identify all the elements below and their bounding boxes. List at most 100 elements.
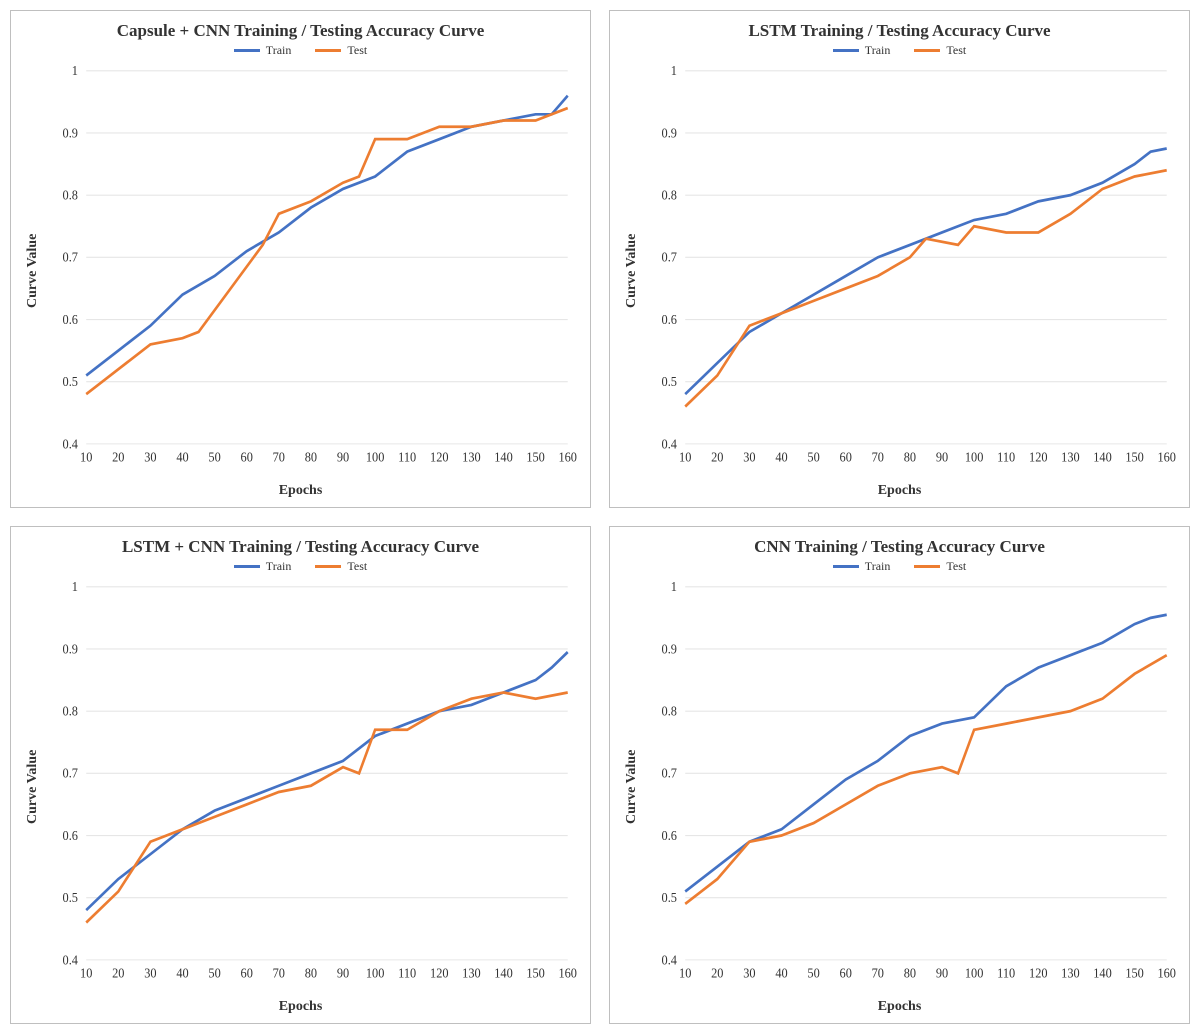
legend-item-train: Train xyxy=(234,559,292,574)
plot-svg: 0.40.50.60.70.80.91102030405060708090100… xyxy=(43,62,578,479)
legend-label-test: Test xyxy=(946,43,966,58)
y-tick-label: 0.9 xyxy=(662,126,677,140)
y-tick-label: 0.7 xyxy=(662,250,677,264)
x-tick-label: 80 xyxy=(904,966,916,980)
x-tick-label: 10 xyxy=(679,966,691,980)
y-tick-label: 0.4 xyxy=(662,437,678,451)
x-tick-label: 160 xyxy=(558,966,576,980)
legend-label-train: Train xyxy=(266,559,292,574)
legend-swatch-test xyxy=(315,49,341,52)
x-tick-label: 30 xyxy=(144,450,156,464)
legend-item-test: Test xyxy=(315,559,367,574)
x-tick-label: 150 xyxy=(526,450,544,464)
y-tick-label: 0.8 xyxy=(63,704,78,718)
legend-label-test: Test xyxy=(347,559,367,574)
plot-svg: 0.40.50.60.70.80.91102030405060708090100… xyxy=(642,578,1177,995)
legend-swatch-train xyxy=(833,49,859,52)
x-tick-label: 90 xyxy=(936,450,948,464)
x-tick-label: 100 xyxy=(965,966,983,980)
series-line-train xyxy=(86,96,568,376)
x-tick-label: 40 xyxy=(176,966,188,980)
x-tick-label: 160 xyxy=(1157,450,1175,464)
y-tick-label: 1 xyxy=(671,580,677,594)
legend-label-train: Train xyxy=(865,43,891,58)
x-tick-label: 80 xyxy=(305,450,317,464)
x-tick-label: 80 xyxy=(305,966,317,980)
y-tick-label: 0.7 xyxy=(63,250,78,264)
x-tick-label: 30 xyxy=(144,966,156,980)
chart-panel-capsule-cnn: Capsule + CNN Training / Testing Accurac… xyxy=(10,10,591,508)
chart-legend: Train Test xyxy=(614,43,1185,58)
legend-item-test: Test xyxy=(914,559,966,574)
plot-wrap: Curve Value0.40.50.60.70.80.911020304050… xyxy=(23,62,578,479)
plot-wrap: Curve Value0.40.50.60.70.80.911020304050… xyxy=(622,62,1177,479)
x-tick-label: 130 xyxy=(1061,966,1079,980)
y-tick-label: 0.5 xyxy=(63,375,78,389)
chart-title: LSTM Training / Testing Accuracy Curve xyxy=(614,21,1185,41)
chart-legend: Train Test xyxy=(15,559,586,574)
x-tick-label: 120 xyxy=(430,450,448,464)
legend-label-test: Test xyxy=(946,559,966,574)
x-tick-label: 60 xyxy=(241,450,253,464)
legend-item-train: Train xyxy=(234,43,292,58)
y-tick-label: 0.6 xyxy=(662,829,677,843)
y-axis-label: Curve Value xyxy=(622,62,642,479)
x-tick-label: 10 xyxy=(80,966,92,980)
x-tick-label: 110 xyxy=(398,450,416,464)
x-tick-label: 50 xyxy=(807,450,819,464)
x-tick-label: 100 xyxy=(965,450,983,464)
chart-title: LSTM + CNN Training / Testing Accuracy C… xyxy=(15,537,586,557)
chart-panel-lstm-cnn: LSTM + CNN Training / Testing Accuracy C… xyxy=(10,526,591,1024)
x-tick-label: 90 xyxy=(936,966,948,980)
x-tick-label: 20 xyxy=(112,966,124,980)
chart-panel-cnn: CNN Training / Testing Accuracy CurveTra… xyxy=(609,526,1190,1024)
legend-swatch-test xyxy=(914,565,940,568)
plot-area: 0.40.50.60.70.80.91102030405060708090100… xyxy=(642,578,1177,995)
series-line-train xyxy=(685,149,1167,395)
x-tick-label: 160 xyxy=(1157,966,1175,980)
x-tick-label: 160 xyxy=(558,450,576,464)
plot-area: 0.40.50.60.70.80.91102030405060708090100… xyxy=(43,62,578,479)
plot-area: 0.40.50.60.70.80.91102030405060708090100… xyxy=(43,578,578,995)
x-tick-label: 20 xyxy=(112,450,124,464)
x-tick-label: 30 xyxy=(743,966,755,980)
y-tick-label: 0.7 xyxy=(63,766,78,780)
y-tick-label: 0.6 xyxy=(63,829,78,843)
x-axis-label: Epochs xyxy=(15,481,586,503)
legend-swatch-train xyxy=(234,565,260,568)
x-tick-label: 110 xyxy=(997,450,1015,464)
x-tick-label: 30 xyxy=(743,450,755,464)
series-line-test xyxy=(685,655,1167,904)
y-tick-label: 0.9 xyxy=(63,126,78,140)
x-tick-label: 130 xyxy=(1061,450,1079,464)
x-tick-label: 50 xyxy=(208,450,220,464)
x-tick-label: 70 xyxy=(872,450,884,464)
x-tick-label: 150 xyxy=(1125,450,1143,464)
x-tick-label: 10 xyxy=(679,450,691,464)
x-tick-label: 20 xyxy=(711,450,723,464)
y-tick-label: 1 xyxy=(671,64,677,78)
y-tick-label: 0.8 xyxy=(662,704,677,718)
x-tick-label: 130 xyxy=(462,450,480,464)
x-tick-label: 130 xyxy=(462,966,480,980)
x-tick-label: 60 xyxy=(840,450,852,464)
legend-label-train: Train xyxy=(865,559,891,574)
x-tick-label: 70 xyxy=(273,450,285,464)
x-tick-label: 100 xyxy=(366,966,384,980)
x-tick-label: 140 xyxy=(494,966,512,980)
series-line-test xyxy=(86,108,568,394)
y-tick-label: 0.8 xyxy=(662,188,677,202)
x-tick-label: 110 xyxy=(398,966,416,980)
x-tick-label: 40 xyxy=(775,450,787,464)
x-tick-label: 140 xyxy=(1093,450,1111,464)
x-tick-label: 140 xyxy=(494,450,512,464)
series-line-train xyxy=(86,652,568,910)
x-tick-label: 60 xyxy=(840,966,852,980)
x-axis-label: Epochs xyxy=(15,997,586,1019)
x-tick-label: 60 xyxy=(241,966,253,980)
chart-title: Capsule + CNN Training / Testing Accurac… xyxy=(15,21,586,41)
series-line-test xyxy=(86,692,568,922)
x-tick-label: 150 xyxy=(1125,966,1143,980)
chart-legend: TrainTest xyxy=(15,43,586,58)
legend-item-train: Train xyxy=(833,559,891,574)
